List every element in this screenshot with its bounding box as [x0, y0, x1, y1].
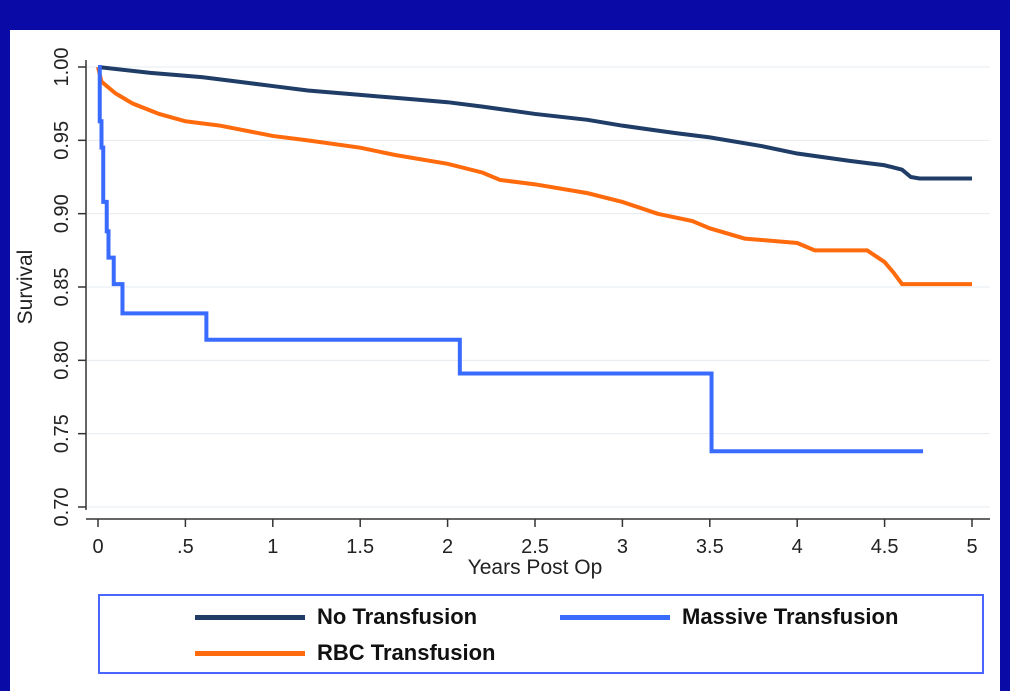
chart-panel: 0.70 0.75 0.80 0.85 0.90 0.95 1.00 0 .5 1 1.5 2 2.5… [10, 30, 1000, 691]
y-tick-label: 0.85 [51, 268, 73, 307]
y-tick-label: 1.00 [51, 48, 73, 87]
y-tick-label: 0.90 [51, 194, 73, 233]
y-tick-label: 0.70 [51, 488, 73, 527]
x-tick-label: 4 [792, 536, 803, 558]
y-tick-label: 0.80 [51, 341, 73, 380]
y-axis-title: Survival [14, 250, 37, 325]
x-tick-label: 2.5 [521, 536, 549, 558]
x-tick-label: 3 [617, 536, 628, 558]
legend-entry-massive-transfusion: Massive Transfusion [560, 604, 898, 630]
gridlines [87, 66, 990, 508]
x-axis-title: Years Post Op [468, 556, 603, 579]
legend-entry-rbc-transfusion: RBC Transfusion [195, 640, 495, 666]
y-tick-label: 0.75 [51, 414, 73, 453]
x-tick-label: 3.5 [696, 536, 724, 558]
legend-swatch-massive-transfusion [560, 614, 670, 620]
legend-swatch-rbc-transfusion [195, 650, 305, 656]
series-lines [96, 65, 972, 454]
x-tick-label: 0 [92, 536, 103, 558]
survival-chart: 0.70 0.75 0.80 0.85 0.90 0.95 1.00 0 .5 1 1.5 2 2.5… [14, 48, 990, 579]
x-tick-label: 1.5 [346, 536, 374, 558]
y-axis: 0.70 0.75 0.80 0.85 0.90 0.95 1.00 [51, 48, 87, 527]
x-tick-label: 1 [267, 536, 278, 558]
legend-label-no-transfusion: No Transfusion [317, 604, 478, 629]
x-tick-label: 5 [966, 536, 977, 558]
series-line-massive-transfusion [97, 65, 924, 454]
legend-label-rbc-transfusion: RBC Transfusion [317, 640, 496, 665]
x-tick-label: .5 [177, 536, 194, 558]
series-line-no-transfusion [97, 65, 972, 181]
x-axis: 0 .5 1 1.5 2 2.5 3 3.5 4 4.5 5 [86, 518, 990, 558]
series-line-rbc-transfusion [96, 66, 972, 287]
legend-label-massive-transfusion: Massive Transfusion [682, 604, 899, 629]
legend-swatch-no-transfusion [195, 614, 305, 620]
x-tick-label: 4.5 [871, 536, 899, 558]
legend-entry-no-transfusion: No Transfusion [195, 604, 477, 630]
y-tick-label: 0.95 [51, 121, 73, 160]
x-tick-label: 2 [442, 536, 453, 558]
legend: No Transfusion Massive Transfusion RBC T… [98, 594, 984, 674]
